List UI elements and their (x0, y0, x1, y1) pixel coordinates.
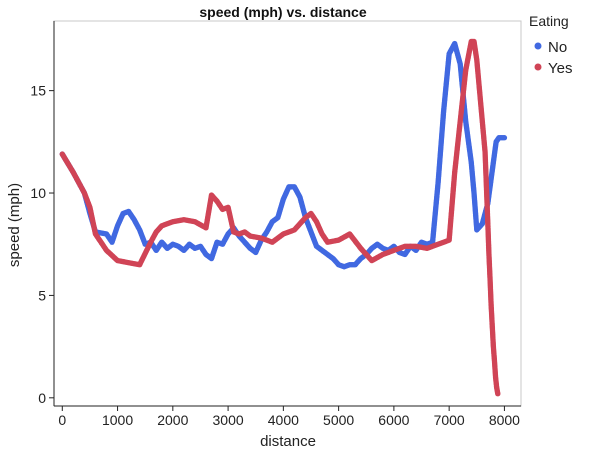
data-points (59, 38, 508, 397)
x-tick-label: 8000 (489, 412, 520, 428)
legend-title: Eating (529, 13, 569, 29)
x-axis-label: distance (260, 433, 316, 450)
x-tick-label: 7000 (434, 412, 465, 428)
data-point (495, 391, 501, 397)
x-tick-label: 2000 (157, 412, 188, 428)
data-point (501, 135, 508, 141)
x-tick-label: 4000 (268, 412, 299, 428)
x-tick-label: 5000 (323, 412, 354, 428)
legend-label: Yes (548, 60, 572, 77)
x-tick-label: 0 (58, 412, 66, 428)
legend-marker (534, 63, 542, 71)
y-tick-label: 0 (38, 390, 46, 406)
y-tick-label: 15 (30, 83, 46, 99)
x-tick-label: 6000 (378, 412, 409, 428)
y-tick-label: 5 (38, 287, 46, 303)
x-tick-label: 1000 (102, 412, 133, 428)
legend-item-no[interactable]: No (534, 39, 568, 56)
y-tick-label: 10 (30, 185, 46, 201)
legend[interactable]: Eating No Yes (529, 13, 572, 77)
series-yes (59, 38, 501, 397)
legend-label: No (548, 39, 567, 56)
legend-item-yes[interactable]: Yes (534, 60, 573, 77)
legend-marker (534, 42, 542, 50)
chart-title: speed (mph) vs. distance (199, 4, 366, 20)
axes: 0 1000 2000 3000 4000 5000 6000 7000 8000 0 5 10 15 (30, 21, 521, 428)
x-tick-label: 3000 (213, 412, 244, 428)
y-axis-label: speed (mph) (6, 183, 23, 267)
